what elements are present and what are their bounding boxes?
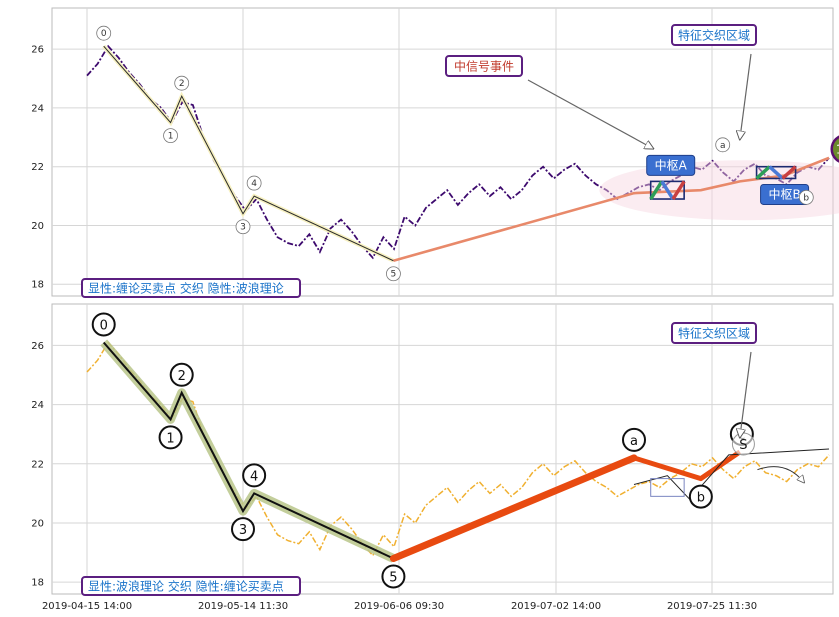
- top-center-stroke: [755, 165, 771, 180]
- top-center-label: 中枢B: [768, 186, 800, 201]
- top-signal-event-label: 中信号事件: [454, 59, 514, 74]
- bottom-wave-label: 0: [100, 318, 108, 333]
- bottom-wave-label-circle: [381, 564, 406, 589]
- top-wave-label: 4: [251, 179, 257, 189]
- top-center-stroke: [649, 180, 664, 200]
- bottom-center-box: [650, 478, 685, 497]
- bottom-abc-impulse: [389, 454, 638, 562]
- top-ytick-label: 20: [31, 221, 44, 232]
- top-duan-label-circle: [798, 189, 814, 205]
- bottom-interweave-box: [671, 322, 757, 344]
- bottom-abc-label: a: [630, 434, 638, 449]
- bottom-ytick-label: 26: [31, 341, 44, 352]
- bottom-wave-label: 1: [166, 431, 174, 446]
- top-duan-label-circle: [715, 137, 731, 153]
- top-interweave-arrow: [740, 53, 752, 138]
- top-sell-label: 1卖: [836, 143, 839, 157]
- top-chan-bi-line: [393, 156, 830, 262]
- top-wave-line: [103, 45, 394, 262]
- bottom-wave-label-circle: [158, 425, 183, 450]
- bottom-wave-label-circle: [242, 463, 267, 488]
- bottom-ytick-label: 22: [31, 459, 44, 470]
- bottom-abc-label: b: [697, 491, 705, 506]
- bottom-wave-label: 4: [250, 469, 258, 484]
- bottom-wave-line: [102, 341, 394, 560]
- top-wave-label: 0: [101, 29, 107, 39]
- top-center-label: 中枢A: [655, 157, 688, 172]
- x-axis: 2019-04-15 14:00 2019-05-14 11:30 2019-06-…: [42, 601, 757, 612]
- top-panel: 18 20 22 24 26 0 1 2 3 4 5 中枢A 中枢B a b 1卖 中信号事件 特征交织区域显性:…: [31, 7, 839, 298]
- top-center-stroke: [768, 165, 784, 180]
- bottom-panel: 1820222426012345abcS特征交织区域显性:波浪理论 交织 隐性:…: [31, 303, 834, 596]
- top-wave-label-circle: [235, 219, 251, 235]
- top-wave-label: 2: [179, 79, 185, 89]
- top-center-box: [755, 165, 797, 180]
- bottom-wave-label-circle: [231, 517, 255, 542]
- top-duan-label: b: [803, 193, 809, 203]
- top-center-label-bg: [646, 154, 696, 176]
- bottom-wave-label: 3: [239, 523, 247, 538]
- bottom-interweave-label: 特征交织区域: [678, 326, 750, 341]
- bottom-caption-box: [81, 576, 301, 596]
- top-center-stroke: [671, 180, 686, 200]
- top-center-stroke: [781, 165, 797, 180]
- xtick-label: 2019-05-14 11:30: [198, 601, 288, 612]
- top-wave-label-circle: [96, 25, 112, 41]
- bottom-plot-frame: [51, 303, 834, 595]
- top-ytick-label: 26: [31, 45, 44, 56]
- top-wave-label-circle: [246, 175, 262, 191]
- bottom-ytick-label: 24: [31, 400, 44, 411]
- top-interweave-label: 特征交织区域: [678, 28, 750, 43]
- xtick-label: 2019-06-06 09:30: [354, 601, 444, 612]
- bottom-ytick-label: 20: [31, 518, 44, 529]
- bottom-wave-label: 2: [178, 369, 186, 384]
- top-wave-label: 1: [168, 132, 174, 142]
- bottom-wave-label: 5: [389, 570, 397, 585]
- bottom-caption: 显性:波浪理论 交织 隐性:缠论买卖点: [88, 579, 284, 594]
- top-wave-label: 5: [391, 270, 397, 280]
- top-caption-box: [81, 278, 301, 298]
- bottom-ytick-label: 18: [31, 578, 44, 589]
- bottom-abc-correction: [633, 449, 742, 482]
- xtick-label: 2019-04-15 14:00: [42, 601, 132, 612]
- bottom-price-line: [86, 341, 830, 557]
- xtick-label: 2019-07-02 14:00: [511, 601, 601, 612]
- top-sell-marker: [830, 135, 839, 163]
- bottom-forecast-arc: [757, 466, 803, 482]
- top-center-box: [649, 180, 685, 200]
- bottom-wave-label-circle: [91, 312, 116, 337]
- top-ytick-label: 22: [31, 162, 44, 173]
- bottom-interweave-arrow: [740, 351, 752, 436]
- top-ytick-label: 18: [31, 280, 44, 291]
- top-ytick-label: 24: [31, 103, 44, 114]
- top-wave-label-circle: [386, 266, 401, 282]
- top-wave-label-circle: [174, 75, 190, 91]
- bottom-abc-label-circle: [688, 484, 713, 509]
- bottom-wave-label-circle: [169, 362, 194, 387]
- top-center-stroke: [660, 180, 675, 200]
- xtick-label: 2019-07-25 11:30: [667, 601, 757, 612]
- bottom-s-label: S: [739, 438, 747, 453]
- top-signal-event-box: [445, 55, 523, 77]
- top-plot-frame: [51, 7, 834, 297]
- top-duan-label: a: [720, 141, 726, 151]
- top-interweave-box: [671, 24, 757, 46]
- top-wave-label-circle: [163, 128, 178, 144]
- top-signal-event-arrow: [527, 79, 652, 148]
- top-wave-label: 3: [240, 223, 246, 233]
- bottom-abc-label-circle: [622, 427, 646, 452]
- top-caption: 显性:缠论买卖点 交织 隐性:波浪理论: [88, 281, 284, 296]
